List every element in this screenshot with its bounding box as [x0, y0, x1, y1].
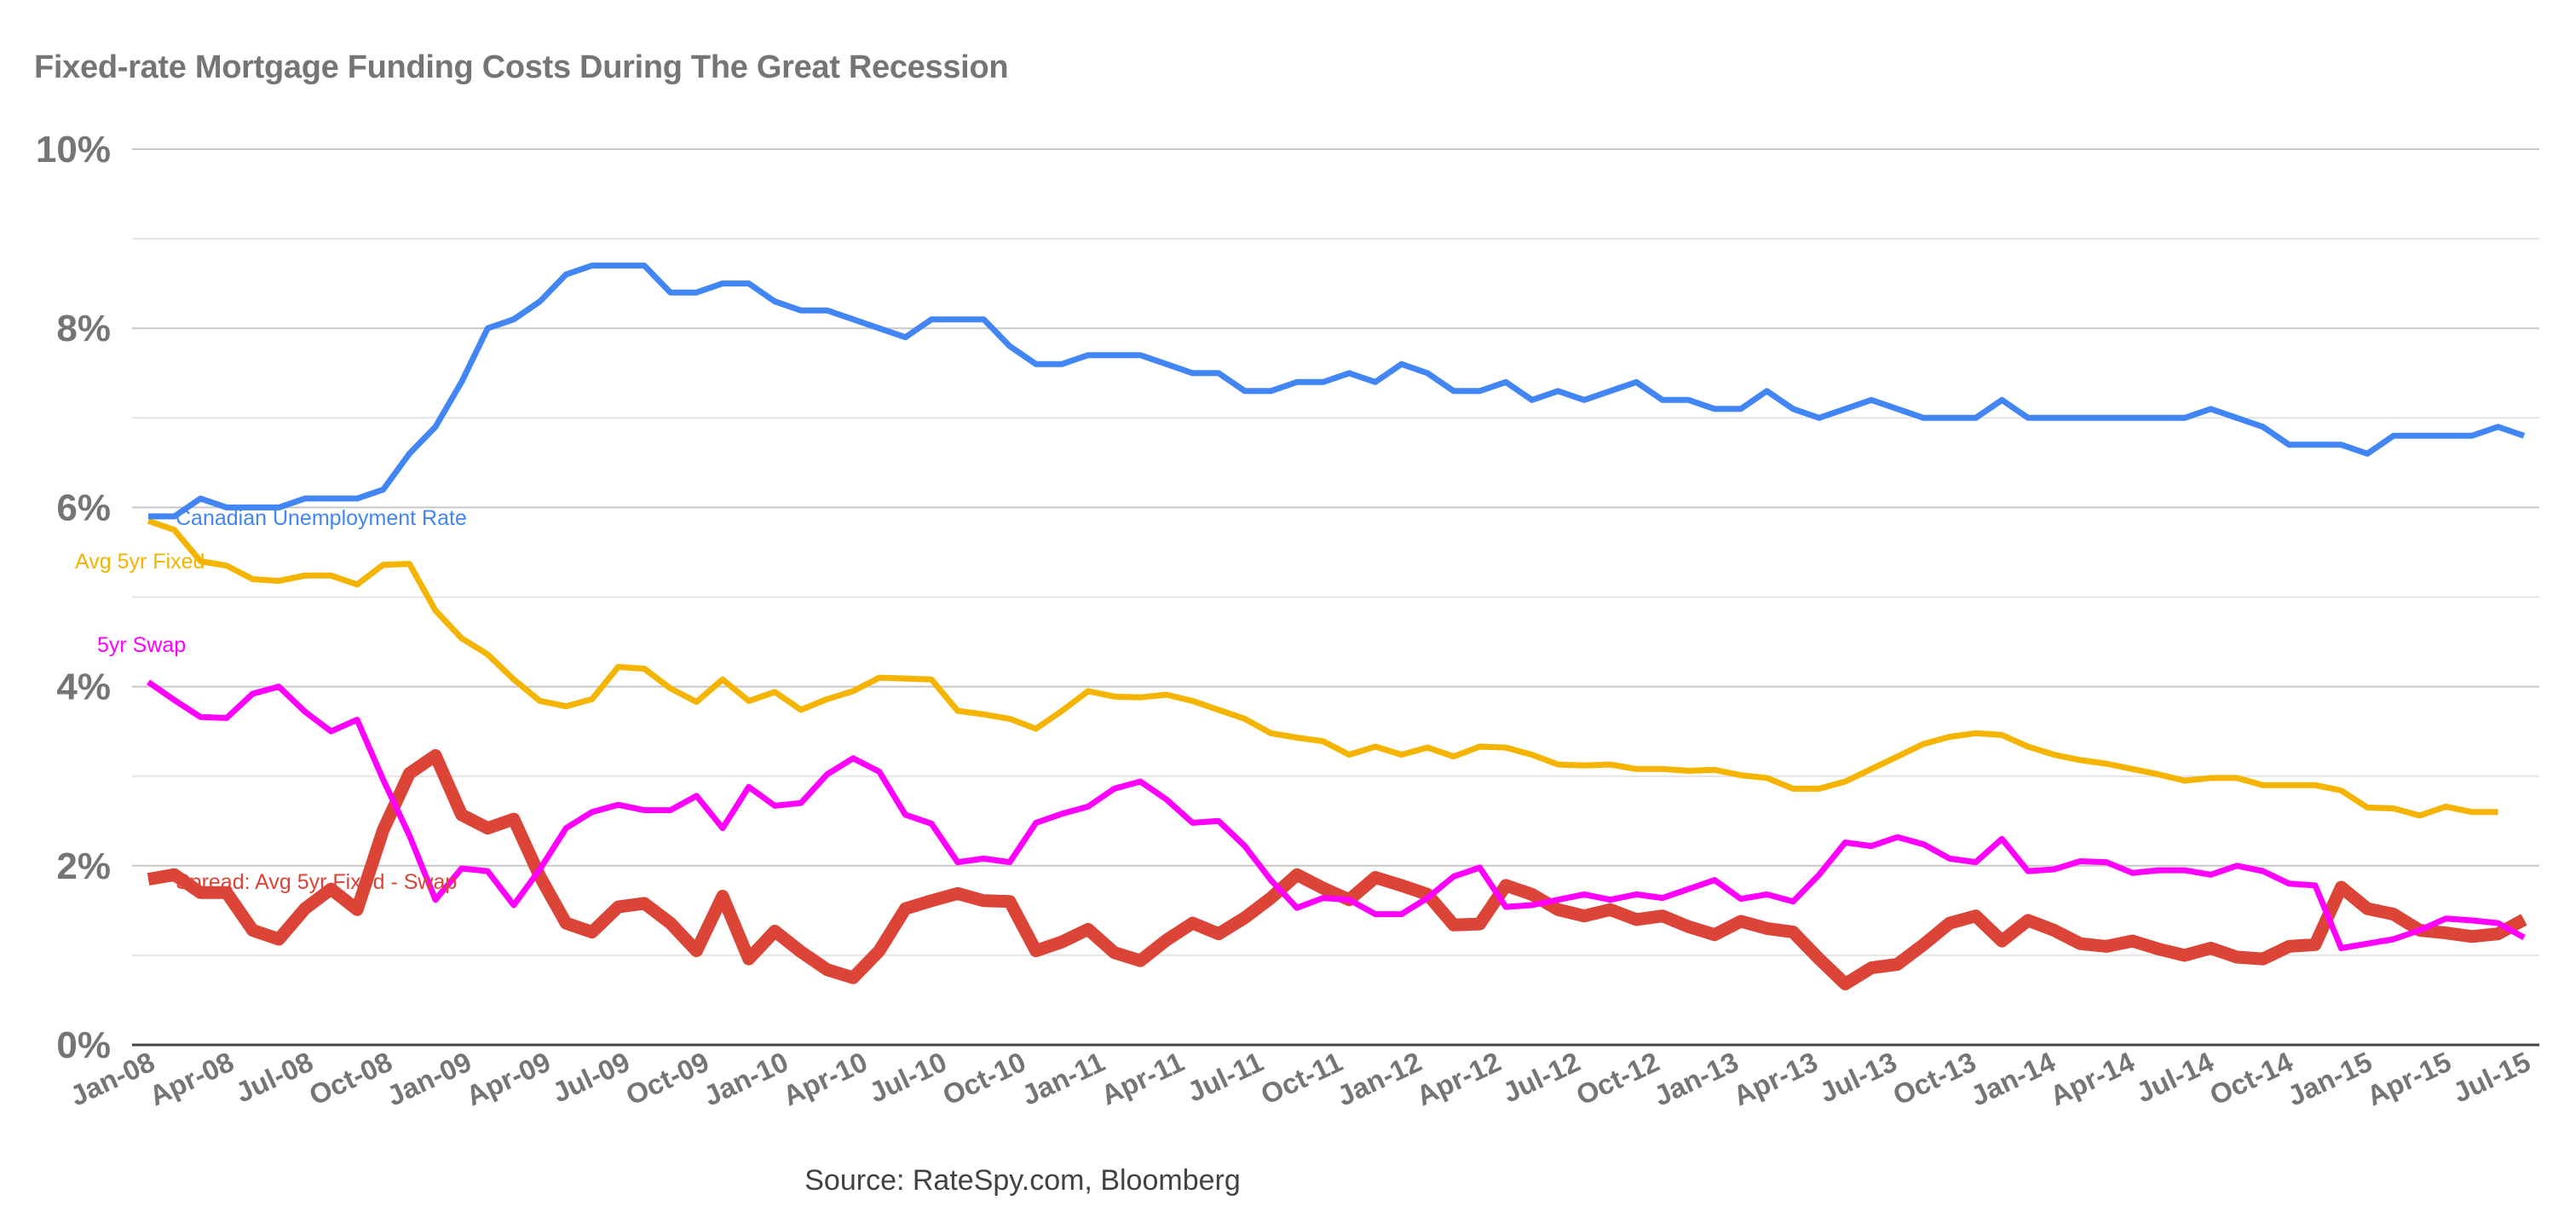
- x-tick-label: Oct-12: [1571, 1046, 1664, 1111]
- x-tick-label: Apr-15: [2362, 1046, 2456, 1112]
- x-tick-label: Jan-10: [699, 1046, 792, 1112]
- y-axis-ticks: 0% 2% 4% 6% 8% 10%: [36, 129, 111, 1066]
- x-tick-label: Apr-12: [1411, 1046, 1505, 1112]
- x-tick-label: Jul-13: [1814, 1046, 1901, 1109]
- x-tick-label: Jul-10: [864, 1046, 951, 1109]
- x-axis-ticks: Jan-08Apr-08Jul-08Oct-08Jan-09Apr-09Jul-…: [66, 1046, 2535, 1112]
- x-tick-label: Oct-09: [621, 1046, 714, 1111]
- y-tick-label: 2%: [56, 845, 111, 887]
- series-label: Spread: Avg 5yr Fixed - Swap: [176, 870, 457, 894]
- x-tick-label: Jan-13: [1649, 1046, 1743, 1112]
- x-tick-label: Jul-15: [2448, 1046, 2535, 1109]
- y-tick-label: 6%: [56, 487, 111, 528]
- x-tick-label: Apr-13: [1728, 1046, 1822, 1112]
- y-tick-label: 4%: [56, 666, 111, 708]
- x-tick-label: Apr-08: [145, 1046, 239, 1112]
- y-tick-label: 8%: [56, 308, 111, 349]
- x-tick-label: Oct-11: [1256, 1046, 1347, 1111]
- x-tick-label: Jan-14: [1966, 1046, 2060, 1112]
- series-labels: Canadian Unemployment Rate Avg 5yr Fixed 5…: [75, 506, 467, 894]
- y-tick-label: 0%: [56, 1024, 111, 1066]
- gridlines: [132, 148, 2539, 1047]
- x-tick-label: Jul-12: [1498, 1046, 1585, 1109]
- x-tick-label: Apr-14: [2045, 1046, 2140, 1112]
- x-tick-label: Jan-11: [1017, 1046, 1109, 1111]
- x-tick-label: Oct-08: [304, 1046, 397, 1111]
- x-tick-label: Apr-10: [778, 1046, 872, 1112]
- series-label: Avg 5yr Fixed: [75, 550, 205, 574]
- x-tick-label: Jan-09: [382, 1046, 475, 1112]
- x-tick-label: Jul-11: [1183, 1046, 1268, 1108]
- series-line-5yr-swap: [147, 679, 2526, 951]
- x-tick-label: Oct-10: [937, 1046, 1030, 1111]
- series-lines: [147, 263, 2527, 990]
- series-line-avg-5yr-fixed: [147, 517, 2498, 819]
- x-tick-label: Apr-09: [461, 1046, 555, 1112]
- x-tick-label: Oct-13: [1888, 1046, 1981, 1111]
- series-label: Canadian Unemployment Rate: [176, 506, 467, 530]
- series-line-spread-avg-5yr-fixed-swap: [147, 749, 2527, 990]
- x-tick-label: Jan-12: [1332, 1046, 1426, 1112]
- x-tick-label: Jul-09: [547, 1046, 634, 1109]
- series-line-canadian-unemployment-rate: [148, 263, 2526, 520]
- series-label: 5yr Swap: [97, 633, 186, 657]
- chart-source: Source: RateSpy.com, Bloomberg: [804, 1164, 1241, 1197]
- x-tick-label: Jul-08: [231, 1046, 318, 1109]
- x-tick-label: Jan-15: [2283, 1046, 2377, 1112]
- chart-title: Fixed-rate Mortgage Funding Costs During…: [34, 49, 1009, 85]
- x-tick-label: Jul-14: [2131, 1046, 2219, 1109]
- x-tick-label: Oct-14: [2204, 1046, 2297, 1111]
- x-tick-label: Apr-11: [1096, 1046, 1189, 1111]
- y-tick-label: 10%: [36, 129, 111, 170]
